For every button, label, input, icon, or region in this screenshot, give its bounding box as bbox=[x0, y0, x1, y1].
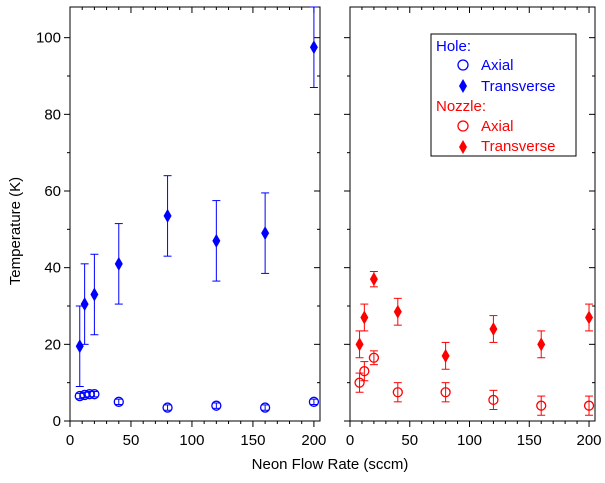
y-axis-label: Temperature (K) bbox=[7, 177, 24, 285]
legend-label-hole-axial: Axial bbox=[481, 57, 514, 74]
chart-marks bbox=[74, 6, 595, 416]
point-nozzle-transverse bbox=[489, 322, 498, 336]
point-hole-axial bbox=[211, 400, 222, 411]
legend-label-hole-transverse: Transverse bbox=[481, 78, 555, 95]
x-tick-label-left: 200 bbox=[301, 432, 326, 449]
y-tick-label: 80 bbox=[44, 106, 61, 123]
point-hole-transverse bbox=[212, 233, 221, 248]
point-nozzle-transverse bbox=[355, 337, 364, 352]
point-hole-transverse bbox=[80, 297, 89, 312]
point-nozzle-transverse bbox=[360, 310, 369, 325]
x-tick-label-right: 0 bbox=[346, 432, 354, 449]
point-nozzle-transverse bbox=[393, 304, 402, 319]
y-tick-label: 60 bbox=[44, 183, 61, 200]
legend-group-title-hole: Hole: bbox=[436, 38, 471, 55]
legend-label-nozzle-axial: Axial bbox=[481, 118, 514, 135]
x-tick-label-left: 100 bbox=[179, 432, 204, 449]
point-nozzle-axial bbox=[536, 400, 547, 411]
point-nozzle-axial bbox=[368, 352, 380, 363]
y-tick-label: 0 bbox=[53, 413, 61, 430]
point-hole-transverse bbox=[309, 40, 318, 55]
axes: 0 50 100 150 200 0 20 40 60 80 100 0 50 100 150 200 bbox=[36, 6, 602, 449]
x-tick-label-right: 100 bbox=[457, 432, 482, 449]
legend-group-title-nozzle: Nozzle: bbox=[436, 98, 486, 115]
x-tick-label-right: 150 bbox=[517, 432, 542, 449]
y-tick-label: 40 bbox=[44, 260, 61, 277]
point-nozzle-transverse bbox=[585, 310, 594, 325]
point-hole-transverse bbox=[261, 226, 270, 241]
legend-marker-nozzle-axial bbox=[457, 120, 469, 132]
point-nozzle-axial bbox=[583, 400, 595, 411]
point-nozzle-transverse bbox=[537, 337, 546, 352]
point-hole-transverse bbox=[90, 287, 99, 302]
point-nozzle-axial bbox=[354, 377, 365, 388]
point-hole-axial bbox=[113, 396, 124, 407]
legend-marker-nozzle-transverse bbox=[459, 140, 467, 154]
point-hole-transverse bbox=[75, 339, 84, 354]
legend-label-nozzle-transverse: Transverse bbox=[481, 138, 555, 155]
point-nozzle-axial bbox=[392, 387, 403, 398]
x-tick-label-left: 50 bbox=[123, 432, 140, 449]
x-axis-label: Neon Flow Rate (sccm) bbox=[252, 456, 409, 473]
point-nozzle-axial bbox=[440, 387, 451, 398]
x-tick-label-right: 50 bbox=[401, 432, 418, 449]
point-nozzle-transverse bbox=[369, 272, 378, 287]
y-tick-label: 100 bbox=[36, 30, 61, 47]
point-hole-transverse bbox=[114, 256, 123, 271]
point-hole-transverse bbox=[163, 208, 172, 223]
x-tick-label-left: 0 bbox=[66, 432, 74, 449]
plot-frame-left bbox=[69, 6, 321, 422]
plot-frame-right bbox=[349, 6, 596, 422]
legend-marker-hole-axial bbox=[457, 59, 469, 71]
point-hole-axial bbox=[259, 402, 271, 413]
point-nozzle-transverse bbox=[441, 348, 450, 363]
x-tick-label-left: 150 bbox=[240, 432, 265, 449]
point-hole-axial bbox=[308, 396, 320, 407]
legend: Hole: Axial Transverse Nozzle: Axial Tra… bbox=[430, 33, 577, 157]
point-nozzle-axial bbox=[359, 366, 370, 377]
point-hole-axial bbox=[89, 389, 100, 400]
legend-marker-hole-transverse bbox=[459, 79, 467, 93]
y-tick-label: 20 bbox=[44, 336, 61, 353]
x-tick-label-right: 200 bbox=[577, 432, 602, 449]
point-hole-axial bbox=[162, 402, 173, 413]
legend-box bbox=[430, 33, 577, 157]
point-nozzle-axial bbox=[488, 394, 499, 406]
